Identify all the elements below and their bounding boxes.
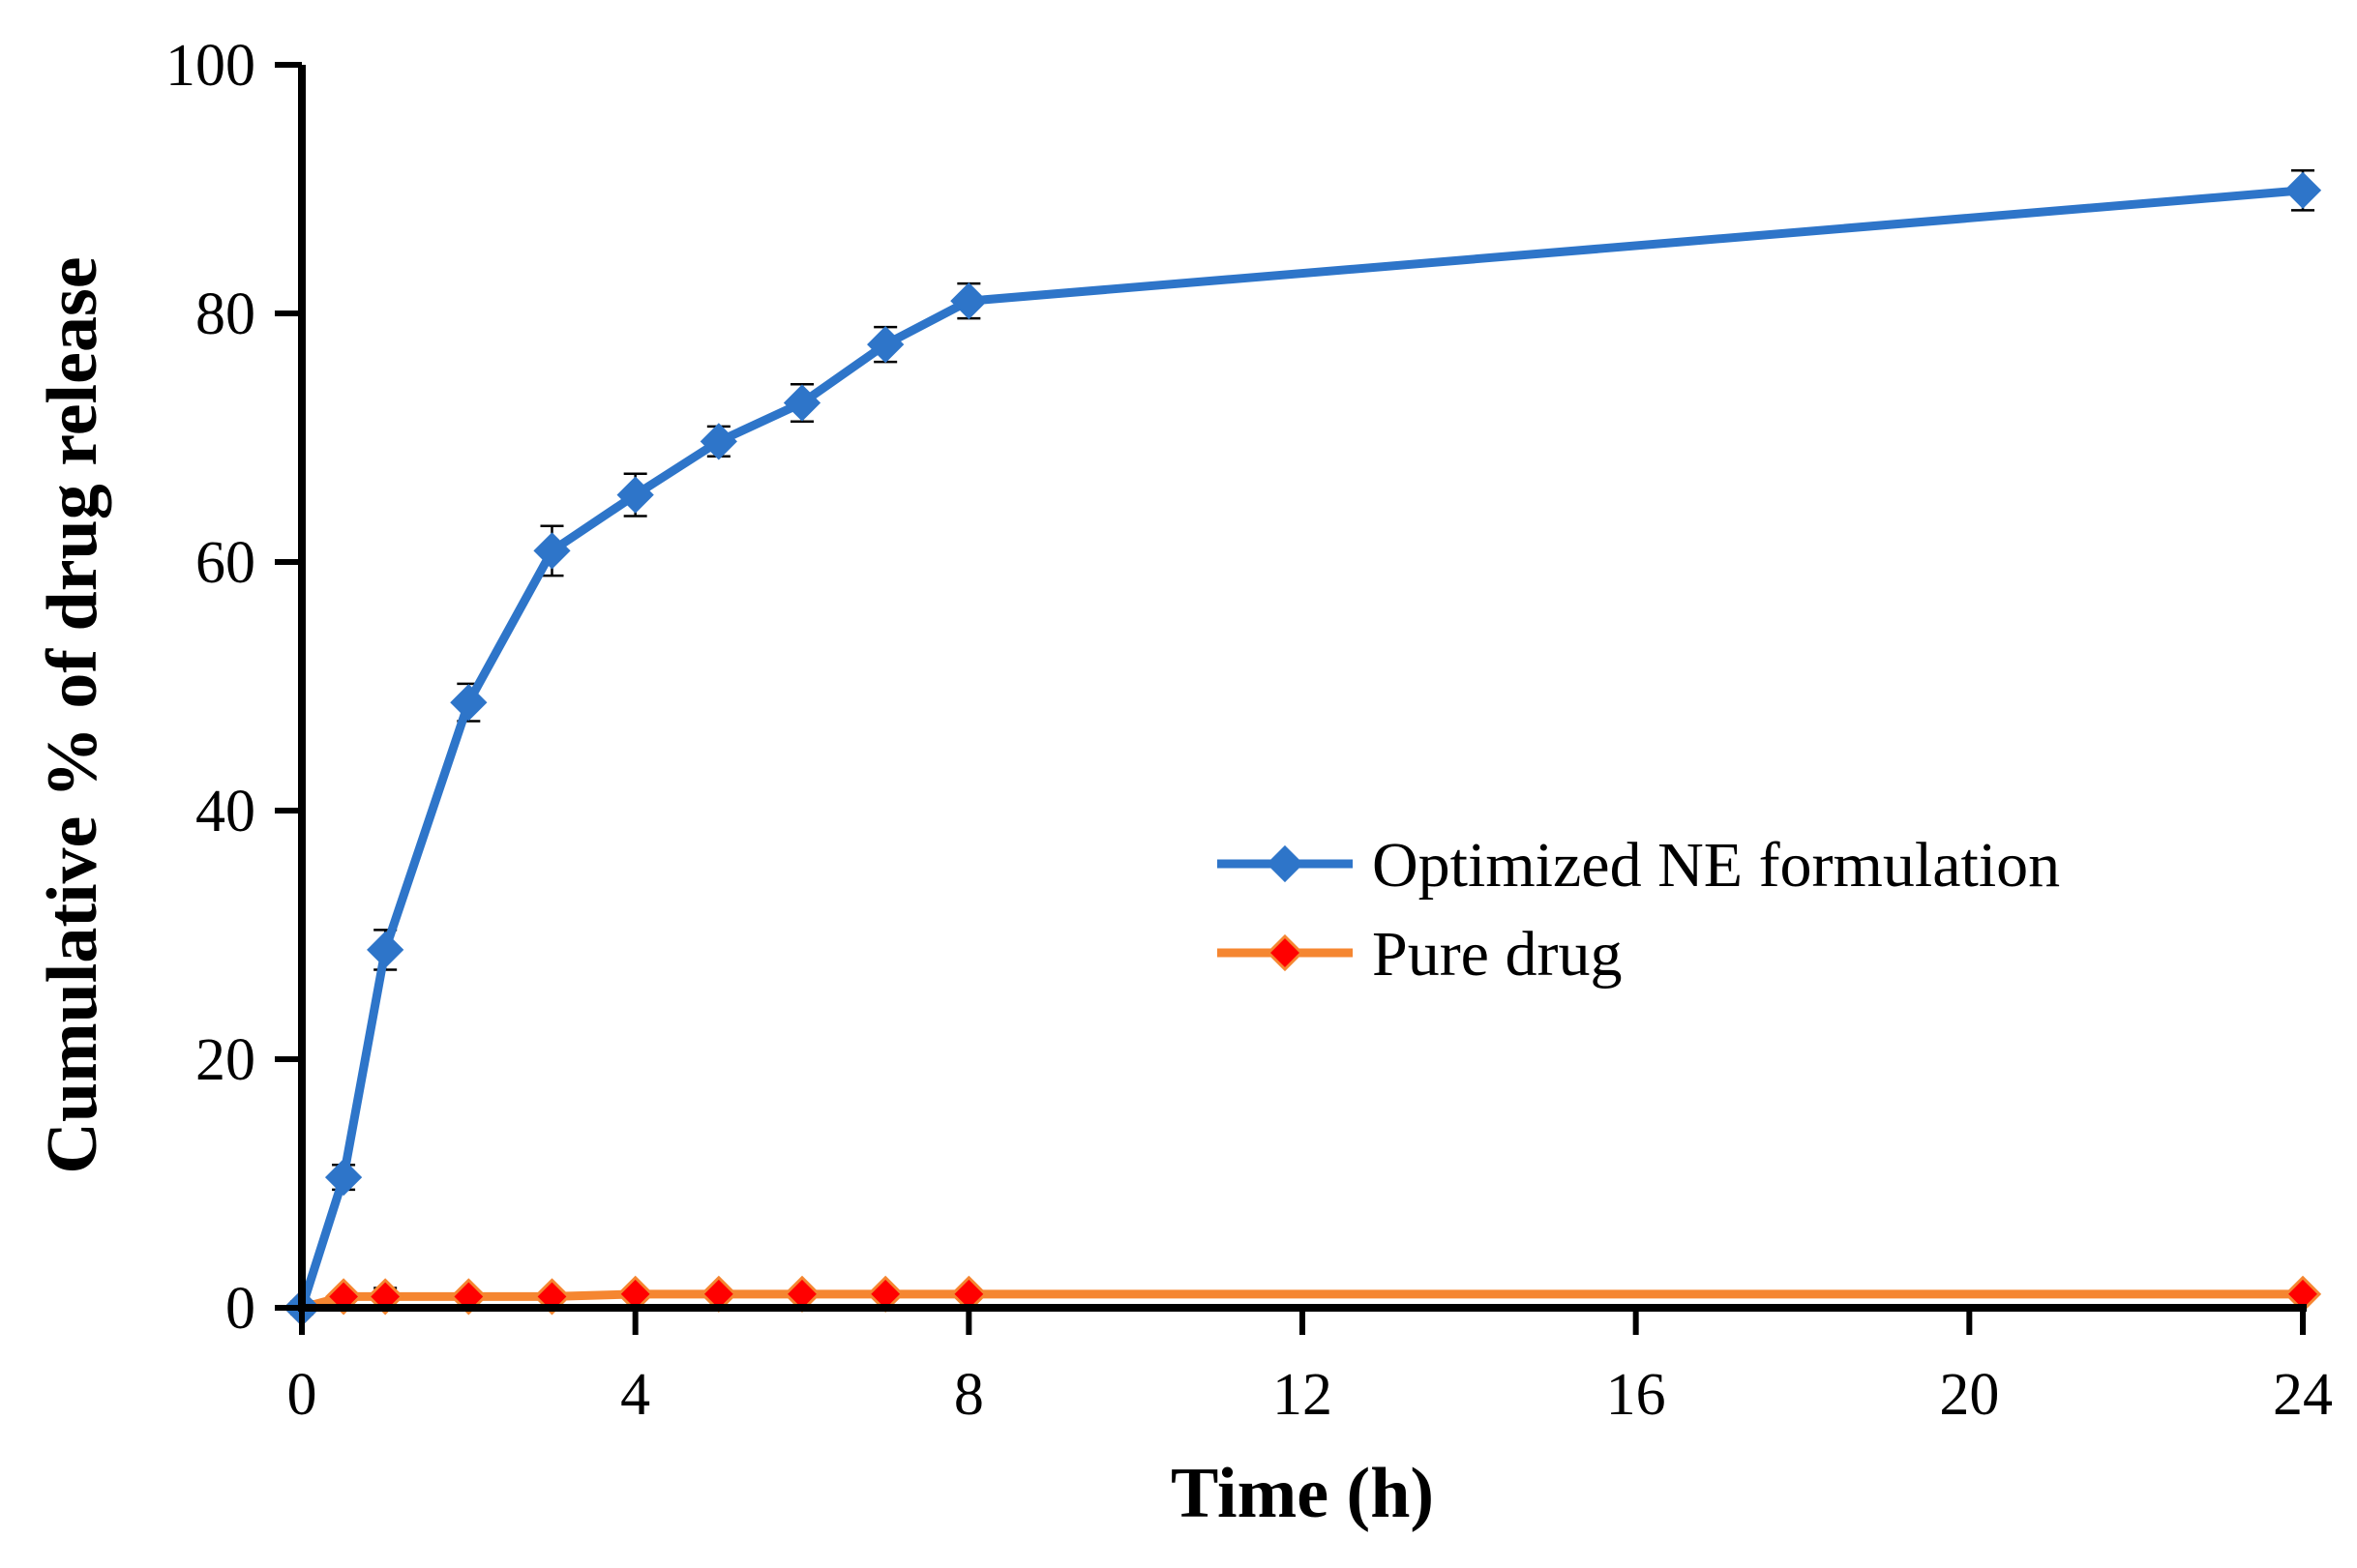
legend: Optimized NE formulation Pure drug (1217, 830, 2060, 990)
data-point (367, 931, 404, 969)
x-tick-label: 12 (1272, 1362, 1332, 1428)
legend-marker (1266, 933, 1304, 972)
data-point (450, 684, 488, 722)
x-tick-label: 0 (287, 1362, 317, 1428)
x-tick-label: 20 (1939, 1362, 1999, 1428)
data-point (950, 282, 988, 320)
y-tick-label: 0 (225, 1276, 255, 1342)
y-tick-label: 100 (165, 33, 255, 99)
legend-marker (1266, 844, 1304, 883)
x-tick-label: 16 (1606, 1362, 1666, 1428)
series-optimized-ne (283, 168, 2322, 1327)
data-point (700, 423, 737, 460)
x-tick-label: 8 (954, 1362, 984, 1428)
legend-label: Pure drug (1372, 919, 1622, 990)
y-tick-label: 60 (195, 530, 255, 596)
legend-label: Optimized NE formulation (1372, 830, 2060, 901)
ticks-layer: 0 20 40 60 80 100 0 4 8 12 16 20 24 (165, 33, 2333, 1428)
y-tick-label: 20 (195, 1027, 255, 1093)
series-layer (283, 168, 2322, 1327)
x-axis-title: Time (h) (1171, 1454, 1434, 1533)
x-tick-label: 24 (2273, 1362, 2333, 1428)
data-point (867, 326, 905, 364)
data-point (533, 532, 571, 570)
data-point (324, 1158, 363, 1197)
data-point (783, 384, 821, 422)
data-point (2283, 171, 2322, 209)
x-tick-label: 4 (620, 1362, 650, 1428)
y-axis-title: Cumulative % of drug release (33, 256, 112, 1173)
data-point (616, 476, 654, 514)
series-line (297, 186, 2304, 1310)
axes-layer (298, 65, 2307, 1312)
y-tick-label: 40 (195, 779, 255, 844)
y-tick-label: 80 (195, 281, 255, 347)
